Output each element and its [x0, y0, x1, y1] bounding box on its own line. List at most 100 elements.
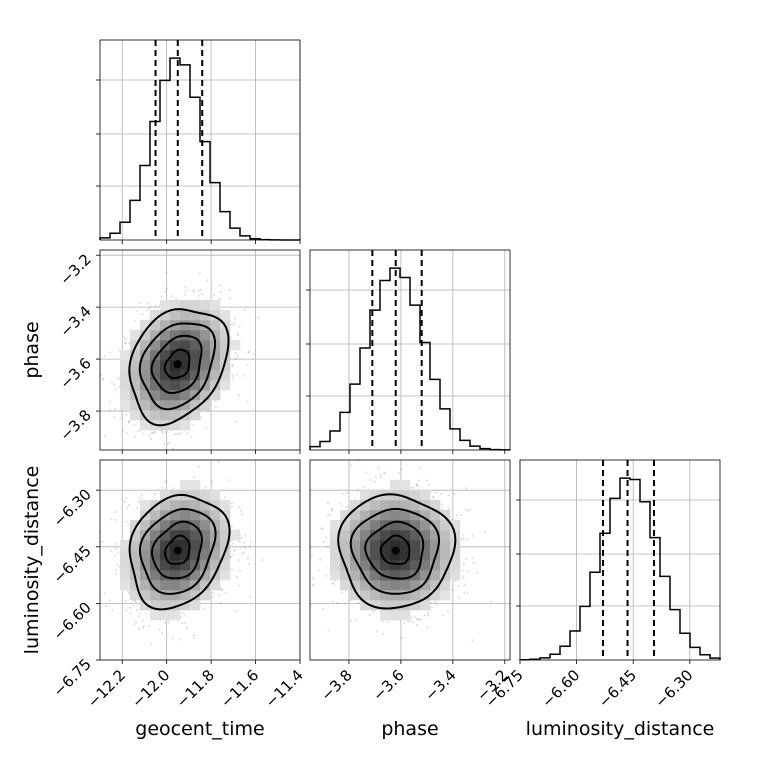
scatter-point — [231, 374, 235, 377]
y-tick-label: −6.60 — [50, 598, 95, 643]
density-cell — [120, 570, 131, 581]
scatter-point — [224, 591, 227, 594]
density-cell — [390, 480, 401, 491]
scatter-point — [257, 316, 260, 319]
density-cell — [200, 310, 211, 321]
scatter-point — [193, 476, 196, 479]
scatter-point — [418, 619, 421, 622]
scatter-point — [240, 552, 243, 555]
scatter-point — [476, 571, 479, 575]
density-cell — [430, 510, 441, 521]
y-tick-label: −6.30 — [50, 485, 95, 530]
scatter-point — [433, 600, 436, 604]
scatter-point — [415, 623, 419, 627]
density-cell — [370, 600, 381, 611]
scatter-point — [230, 502, 233, 505]
scatter-point — [321, 528, 324, 531]
density-cell — [210, 350, 221, 361]
density-cell — [210, 370, 221, 381]
density-cell — [360, 550, 371, 561]
density-cell — [200, 530, 211, 541]
scatter-point — [344, 602, 347, 605]
x-tick-label: −12.0 — [128, 666, 173, 711]
scatter-point — [342, 492, 345, 495]
scatter-point — [113, 510, 117, 513]
density-cell — [390, 600, 401, 611]
scatter-point — [368, 614, 371, 617]
scatter-point — [87, 356, 89, 358]
scatter-point — [384, 471, 387, 474]
density-cell — [430, 530, 441, 541]
density-cell — [350, 550, 361, 561]
scatter-point — [327, 629, 330, 632]
scatter-point — [350, 464, 353, 467]
scatter-point — [238, 325, 241, 328]
scatter-point — [186, 432, 189, 435]
scatter-point — [125, 609, 128, 612]
density-cell — [140, 590, 151, 601]
density-cell — [190, 340, 201, 351]
density-cell — [180, 540, 191, 551]
density-cell — [210, 390, 221, 401]
density-cell — [420, 570, 431, 581]
density-cell — [170, 560, 181, 571]
scatter-point — [109, 351, 112, 354]
density-cell — [220, 570, 231, 581]
scatter-point — [427, 483, 430, 486]
scatter-point — [354, 619, 357, 622]
density-cell — [410, 590, 421, 601]
scatter-point — [462, 537, 465, 540]
scatter-point — [125, 413, 128, 416]
density-cell — [190, 530, 201, 541]
scatter-point — [350, 619, 353, 622]
scatter-point — [231, 377, 234, 380]
density-cell — [390, 590, 401, 601]
scatter-point — [125, 520, 128, 523]
scatter-point — [403, 622, 406, 625]
scatter-point — [311, 577, 315, 580]
density-cell — [410, 550, 421, 561]
scatter-point — [336, 601, 339, 605]
scatter-point — [137, 500, 140, 504]
contours — [128, 308, 230, 427]
density-cell — [220, 520, 231, 531]
density-cell — [210, 310, 221, 321]
y-tick-label: −3.6 — [56, 354, 94, 392]
density-cell — [140, 390, 151, 401]
scatter-point — [457, 584, 460, 587]
density-cell — [330, 550, 341, 561]
scatter-point — [411, 621, 414, 624]
density-cell — [430, 540, 441, 551]
density-cell — [400, 510, 411, 521]
scatter-point — [232, 324, 235, 327]
density-cell — [350, 560, 361, 571]
density-cell — [400, 570, 411, 581]
density-cell — [360, 520, 371, 531]
density-cell — [190, 360, 201, 371]
scatter-point — [466, 592, 469, 595]
density-cell — [170, 600, 181, 611]
density-cell — [180, 420, 191, 431]
scatter-point — [357, 601, 360, 605]
density-cell — [150, 540, 161, 551]
density-cell — [410, 520, 421, 531]
density-cell — [430, 520, 441, 531]
density-cell — [150, 580, 161, 591]
density-cell — [210, 510, 221, 521]
scatter-point — [142, 455, 144, 457]
scatter-point — [381, 620, 384, 623]
scatter-point — [162, 484, 164, 486]
axis-frame — [309, 459, 511, 661]
scatter-point — [164, 290, 167, 293]
scatter-point — [153, 431, 156, 434]
scatter-point — [151, 431, 155, 434]
scatter-point — [218, 284, 221, 287]
density-cell — [170, 350, 181, 361]
scatter-point — [117, 349, 121, 352]
density-cell — [170, 340, 181, 351]
density-cell — [390, 610, 401, 621]
panel-luminosity_distance-phase: −3.8 −3.6 −3.4 −3.2 — [309, 459, 512, 705]
density-cell — [380, 610, 391, 621]
density-cell — [190, 500, 201, 511]
